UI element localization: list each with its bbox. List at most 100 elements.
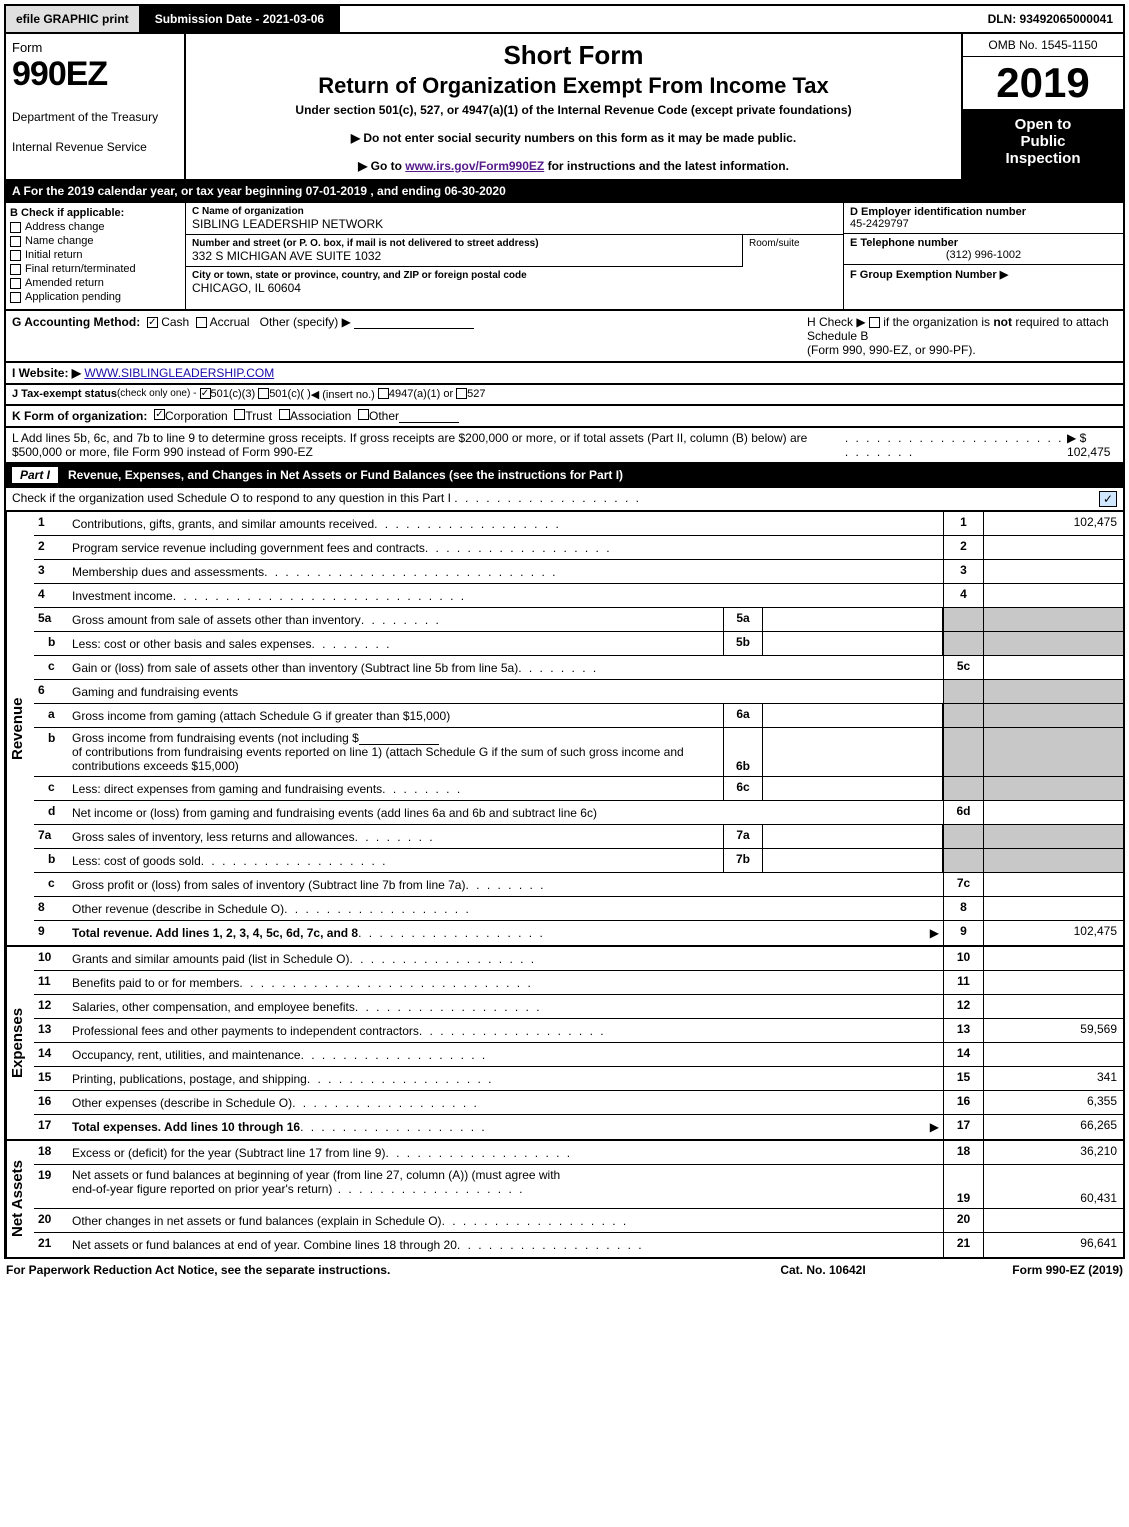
- mid-val: [763, 632, 943, 655]
- row-i: I Website: ▶ WWW.SIBLINGLEADERSHIP.COM: [4, 363, 1125, 385]
- line-desc: Printing, publications, postage, and shi…: [68, 1067, 943, 1090]
- city-val: CHICAGO, IL 60604: [192, 281, 837, 295]
- opt-4947: 4947(a)(1) or: [389, 388, 453, 401]
- tax-year: 2019: [963, 57, 1123, 110]
- page-footer: For Paperwork Reduction Act Notice, see …: [4, 1259, 1125, 1281]
- chk-accrual[interactable]: [196, 317, 207, 328]
- line-desc: Total expenses. Add lines 10 through 16: [68, 1115, 943, 1139]
- mid-val: [763, 728, 943, 776]
- line-val: 96,641: [983, 1233, 1123, 1257]
- desc-text: Net assets or fund balances at end of ye…: [72, 1238, 457, 1252]
- header-center: Short Form Return of Organization Exempt…: [186, 34, 963, 179]
- desc-text: Gain or (loss) from sale of assets other…: [72, 661, 518, 675]
- chk-trust[interactable]: [234, 409, 245, 420]
- dots-icon: [311, 637, 391, 651]
- desc-text: Grants and similar amounts paid (list in…: [72, 952, 349, 966]
- dots-icon: [382, 782, 462, 796]
- dots-icon: [425, 541, 612, 555]
- chk-501c[interactable]: [258, 388, 269, 399]
- mid-num: 6b: [723, 728, 763, 776]
- line-14: 14 Occupancy, rent, utilities, and maint…: [34, 1043, 1123, 1067]
- phone-val: (312) 996-1002: [850, 249, 1117, 261]
- line-18: 18 Excess or (deficit) for the year (Sub…: [34, 1141, 1123, 1165]
- line-desc: Program service revenue including govern…: [68, 536, 943, 559]
- line-num: 3: [34, 560, 68, 583]
- note-goto: ▶ Go to www.irs.gov/Form990EZ for instru…: [192, 159, 955, 173]
- desc-text-1: Net assets or fund balances at beginning…: [72, 1168, 939, 1182]
- line-rnum: 15: [943, 1067, 983, 1090]
- h-label: H Check ▶: [807, 315, 866, 329]
- opt-trust: Trust: [245, 409, 272, 423]
- dots-icon: [442, 1214, 629, 1228]
- line-rnum: [943, 849, 983, 872]
- desc-text: Benefits paid to or for members: [72, 976, 239, 990]
- expenses-table: Expenses 10 Grants and similar amounts p…: [4, 947, 1125, 1141]
- section-c: C Name of organization SIBLING LEADERSHI…: [186, 203, 843, 309]
- l-text: L Add lines 5b, 6c, and 7b to line 9 to …: [12, 431, 845, 459]
- chk-amended-return[interactable]: Amended return: [10, 277, 181, 289]
- title-short-form: Short Form: [192, 40, 955, 71]
- mid-val: [763, 825, 943, 848]
- line-desc: Occupancy, rent, utilities, and maintena…: [68, 1043, 943, 1066]
- dots-icon: [173, 589, 466, 603]
- chk-527[interactable]: [456, 388, 467, 399]
- line-10: 10 Grants and similar amounts paid (list…: [34, 947, 1123, 971]
- sched-o-checkbox[interactable]: ✓: [1099, 491, 1117, 507]
- street-cell: Number and street (or P. O. box, if mail…: [186, 235, 743, 267]
- line-val: [983, 704, 1123, 727]
- line-desc: Net assets or fund balances at end of ye…: [68, 1233, 943, 1257]
- line-num: 19: [34, 1165, 68, 1208]
- line-8: 8 Other revenue (describe in Schedule O)…: [34, 897, 1123, 921]
- netassets-table: Net Assets 18 Excess or (deficit) for th…: [4, 1141, 1125, 1259]
- opt-accrual: Accrual: [210, 315, 250, 329]
- line-num: 10: [34, 947, 68, 970]
- line-desc: Gaming and fundraising events: [68, 680, 943, 703]
- line-desc: Other changes in net assets or fund bala…: [68, 1209, 943, 1232]
- chk-initial-return[interactable]: Initial return: [10, 249, 181, 261]
- g-label: G Accounting Method:: [12, 315, 140, 329]
- chk-corporation[interactable]: [154, 409, 165, 420]
- desc-text: Salaries, other compensation, and employ…: [72, 1000, 355, 1014]
- h-not: not: [993, 315, 1012, 329]
- h-text1: if the organization is: [883, 315, 993, 329]
- line-val: 6,355: [983, 1091, 1123, 1114]
- line-desc: Net income or (loss) from gaming and fun…: [68, 801, 943, 824]
- h-text4: (Form 990, 990-EZ, or 990-PF).: [807, 343, 976, 357]
- line-16: 16 Other expenses (describe in Schedule …: [34, 1091, 1123, 1115]
- efile-print-button[interactable]: efile GRAPHIC print: [6, 6, 141, 32]
- irs-link[interactable]: www.irs.gov/Form990EZ: [405, 159, 544, 173]
- line-rnum: 20: [943, 1209, 983, 1232]
- line-6a: a Gross income from gaming (attach Sched…: [34, 704, 1123, 728]
- line-val: 102,475: [983, 512, 1123, 535]
- chk-name-change[interactable]: Name change: [10, 235, 181, 247]
- dots-icon: [332, 1182, 524, 1196]
- row-k: K Form of organization: Corporation Trus…: [4, 406, 1125, 428]
- dots-icon: [355, 1000, 542, 1014]
- line-17: 17 Total expenses. Add lines 10 through …: [34, 1115, 1123, 1139]
- line-desc: Other expenses (describe in Schedule O): [68, 1091, 943, 1114]
- org-name-hdr: C Name of organization: [192, 206, 837, 217]
- line-desc: Less: direct expenses from gaming and fu…: [68, 777, 723, 800]
- chk-cash[interactable]: [147, 317, 158, 328]
- mid-val: [763, 849, 943, 872]
- line-rnum: 13: [943, 1019, 983, 1042]
- street-hdr: Number and street (or P. O. box, if mail…: [192, 238, 736, 249]
- line-rnum: 3: [943, 560, 983, 583]
- chk-final-return[interactable]: Final return/terminated: [10, 263, 181, 275]
- section-b: B Check if applicable: Address change Na…: [6, 203, 186, 309]
- line-desc: Net assets or fund balances at beginning…: [68, 1165, 943, 1208]
- chk-association[interactable]: [279, 409, 290, 420]
- note-goto-post: for instructions and the latest informat…: [544, 159, 789, 173]
- form-header: Form 990EZ Department of the Treasury In…: [4, 34, 1125, 181]
- website-link[interactable]: WWW.SIBLINGLEADERSHIP.COM: [84, 366, 274, 380]
- chk-other-org[interactable]: [358, 409, 369, 420]
- chk-address-change[interactable]: Address change: [10, 221, 181, 233]
- desc-text: Investment income: [72, 589, 173, 603]
- chk-application-pending[interactable]: Application pending: [10, 291, 181, 303]
- chk-501c3[interactable]: [200, 388, 211, 399]
- chk-schedule-b[interactable]: [869, 317, 880, 328]
- desc-text: Total expenses. Add lines 10 through 16: [72, 1120, 300, 1134]
- line-val: [983, 680, 1123, 703]
- subtitle-section: Under section 501(c), 527, or 4947(a)(1)…: [192, 103, 955, 117]
- chk-4947[interactable]: [378, 388, 389, 399]
